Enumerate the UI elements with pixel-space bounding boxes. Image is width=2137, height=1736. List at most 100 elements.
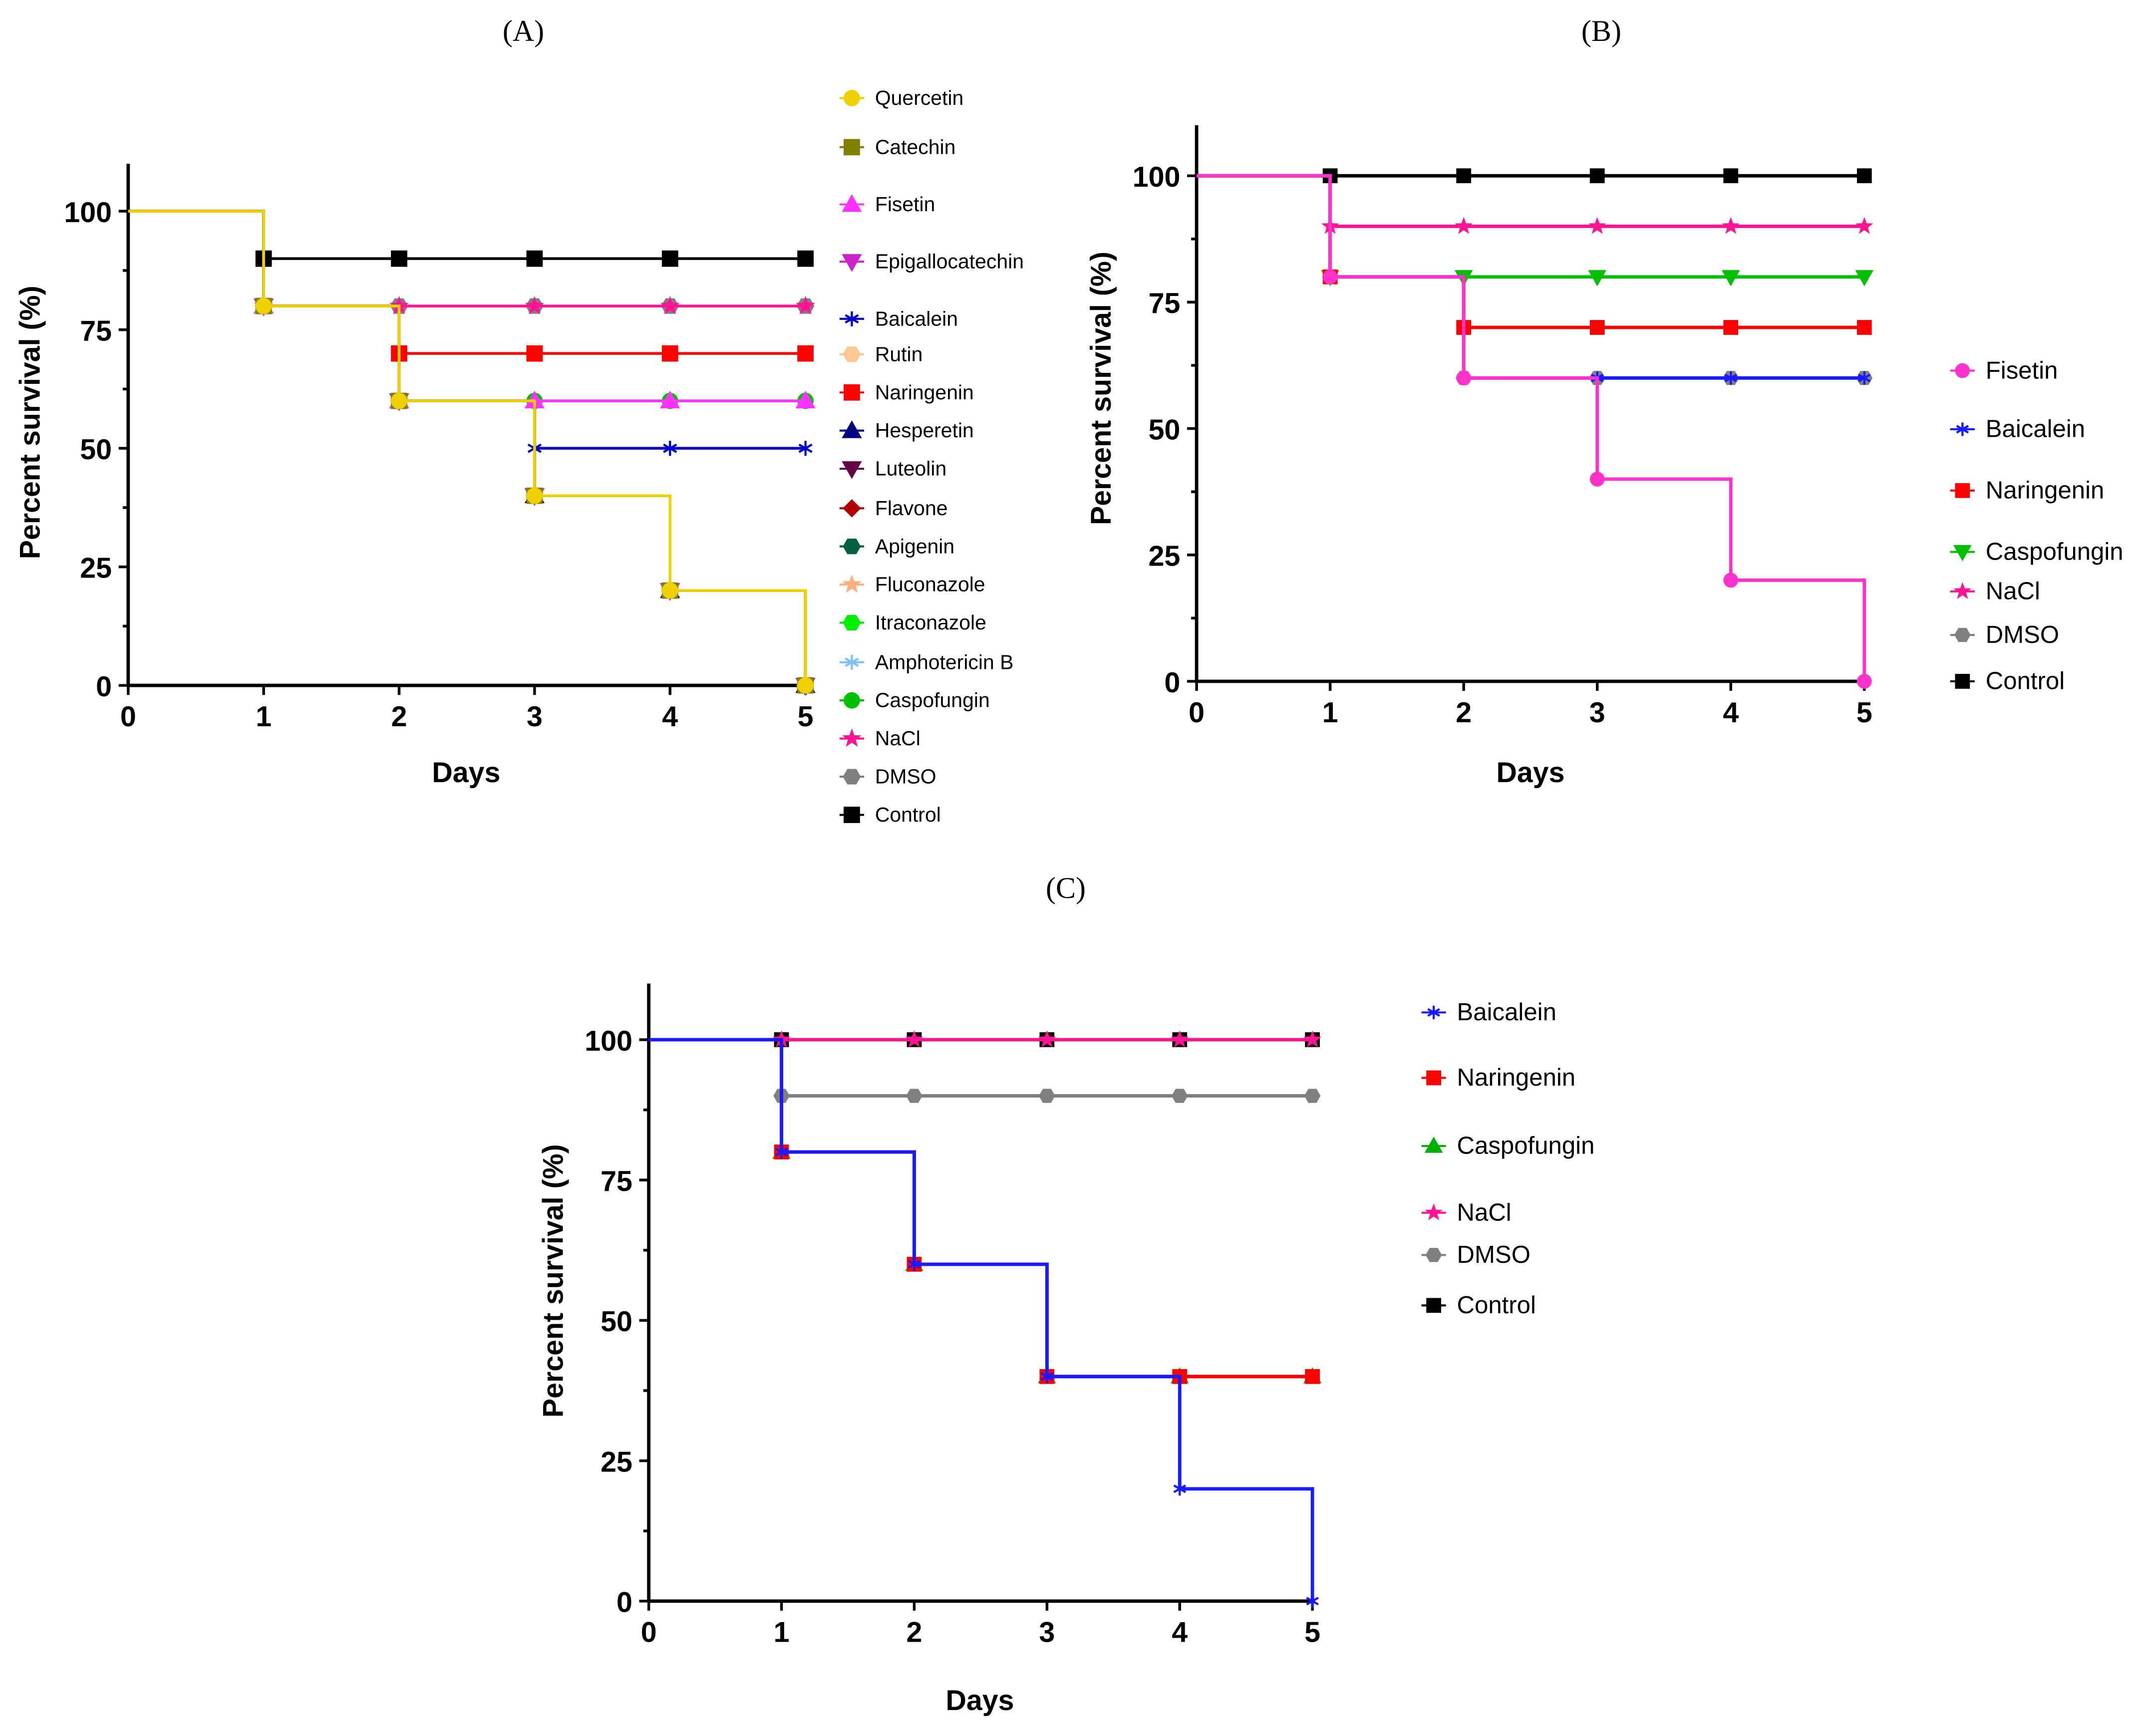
legend-marker-baicalein-stroke xyxy=(1956,425,1969,434)
legend-marker-naringenin xyxy=(1426,1070,1442,1086)
legend-marker-amphotericin-b xyxy=(845,654,859,670)
data-point-control xyxy=(1856,168,1872,184)
data-point-quercetin xyxy=(797,677,814,694)
x-tick-label: 0 xyxy=(120,701,136,733)
legend-label: Baicalein xyxy=(1986,416,2085,443)
data-point-caspofungin xyxy=(1855,270,1874,287)
x-tick-label: 4 xyxy=(662,701,678,733)
series-nacl xyxy=(128,210,815,314)
legend-label: Control xyxy=(1457,1292,1536,1319)
series-fluconazole xyxy=(128,210,815,694)
legend-label: Naringenin xyxy=(875,381,974,404)
legend-marker-quercetin xyxy=(844,90,860,106)
series-line-caspofungin xyxy=(648,1038,1313,1379)
data-point-baicalein-stroke xyxy=(1858,373,1871,382)
legend-label: Caspofungin xyxy=(1457,1133,1595,1159)
series-naringenin xyxy=(128,210,814,362)
data-point-naringenin xyxy=(1723,320,1739,335)
legend-label: Luteolin xyxy=(875,457,946,480)
x-tick-label: 1 xyxy=(774,1617,790,1649)
legend-marker-baicalein xyxy=(1427,1005,1440,1019)
legend-item-itraconazole: Itraconazole xyxy=(839,611,986,634)
legend-item-control: Control xyxy=(1950,668,2065,695)
data-point-nacl xyxy=(525,295,545,314)
legend-label: DMSO xyxy=(1986,621,2059,648)
x-axis-label: Days xyxy=(1496,757,1564,789)
legend-item-naringenin: Naringenin xyxy=(839,381,974,404)
legend-label: Caspofungin xyxy=(875,689,990,712)
series-caspofungin xyxy=(648,1038,1322,1384)
legend-marker-caspofungin xyxy=(844,692,860,709)
y-tick-label: 25 xyxy=(80,553,112,584)
legend-label: Itraconazole xyxy=(875,611,986,634)
data-point-quercetin xyxy=(391,392,407,409)
legend-marker-rutin xyxy=(843,346,861,362)
data-point-baicalein-stroke xyxy=(1724,373,1738,382)
data-point-baicalein-stroke xyxy=(798,443,813,453)
data-point-naringenin xyxy=(661,345,678,362)
series-line-nacl xyxy=(1197,174,1864,228)
panel-title: (B) xyxy=(1581,14,1621,47)
legend-marker-nacl xyxy=(1425,1203,1443,1220)
legend-item-dmso: DMSO xyxy=(839,765,936,788)
y-tick-label: 50 xyxy=(80,434,112,466)
data-point-nacl xyxy=(1855,217,1873,234)
legend-marker-naringenin xyxy=(1955,483,1970,498)
series-apigenin xyxy=(128,210,815,693)
data-point-fisetin xyxy=(1589,471,1605,487)
legend-label: Fisetin xyxy=(1986,357,2058,384)
x-tick-label: 0 xyxy=(1189,697,1205,729)
legend-label: NaCl xyxy=(1986,578,2040,605)
legend-item-dmso: DMSO xyxy=(1950,621,2059,648)
panel-c: (C) 0 25 50 75 100 0 1 2 3 4 5 Days Percent survival … xyxy=(538,871,1595,1717)
y-axis-label: Percent survival (%) xyxy=(538,1144,570,1418)
data-point-fisetin xyxy=(660,390,680,409)
x-tick-label: 5 xyxy=(798,701,814,733)
legend-label: Quercetin xyxy=(875,86,963,109)
data-point-baicalein xyxy=(1306,1594,1319,1608)
legend-item-nacl: NaCl xyxy=(1421,1199,1512,1226)
legend-marker-luteolin xyxy=(842,461,862,479)
series-luteolin xyxy=(128,210,816,696)
data-point-fisetin xyxy=(1856,674,1872,689)
y-tick-label: 25 xyxy=(601,1446,632,1478)
legend-marker-nacl xyxy=(1953,582,1972,599)
legend-label: DMSO xyxy=(875,765,936,788)
x-tick-label: 3 xyxy=(1589,697,1605,729)
x-tick-label: 5 xyxy=(1304,1617,1320,1649)
legend-label: Flavone xyxy=(875,497,948,520)
data-point-caspofungin xyxy=(1588,270,1607,287)
data-point-fisetin xyxy=(795,390,816,409)
series-flavone xyxy=(128,210,815,695)
legend-marker-epigallocatechin xyxy=(842,254,862,272)
y-axis-label: Percent survival (%) xyxy=(14,286,46,559)
legend-item-rutin: Rutin xyxy=(839,342,923,365)
data-point-naringenin xyxy=(797,345,814,362)
data-point-nacl xyxy=(1588,217,1606,234)
x-axis-label: Days xyxy=(946,1685,1014,1717)
x-tick-label: 2 xyxy=(907,1617,922,1649)
series-line-baicalein xyxy=(128,210,806,450)
data-point-baicalein xyxy=(1858,371,1871,385)
y-tick-label: 100 xyxy=(1133,161,1181,193)
legend-marker-catechin xyxy=(844,139,860,156)
series-line-dmso xyxy=(648,1038,1313,1098)
data-point-baicalein-stroke xyxy=(1306,1597,1319,1606)
data-point-quercetin xyxy=(526,487,543,504)
series-fisetin xyxy=(128,210,816,409)
data-point-baicalein-stroke xyxy=(1173,1484,1187,1493)
x-tick-label: 5 xyxy=(1856,697,1872,729)
y-tick-label: 50 xyxy=(1149,414,1181,446)
series-dmso xyxy=(1197,174,1873,385)
series-line-naringenin xyxy=(648,1038,1313,1379)
panel-title: (C) xyxy=(1046,871,1086,904)
legend-label: Rutin xyxy=(875,342,923,365)
legend-item-naringenin: Naringenin xyxy=(1950,477,2104,504)
data-point-dmso xyxy=(906,1089,922,1103)
data-point-baicalein xyxy=(663,441,677,456)
legend-item-flavone: Flavone xyxy=(839,497,948,520)
legend-marker-baicalein-stroke xyxy=(845,314,859,324)
series-dmso xyxy=(128,210,815,314)
series-caspofungin xyxy=(128,210,814,409)
legend-marker-control xyxy=(1955,674,1970,689)
